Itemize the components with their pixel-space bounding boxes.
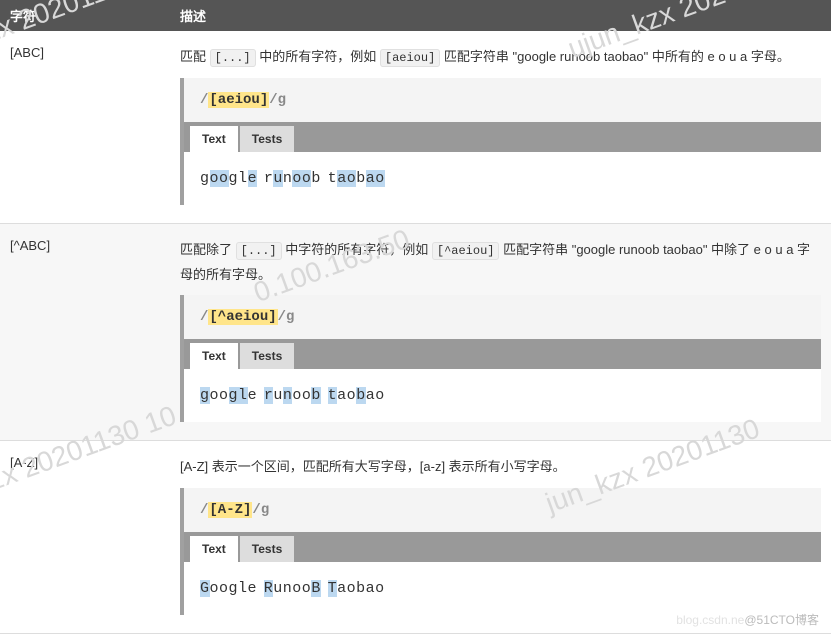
tab-text[interactable]: Text <box>190 126 238 152</box>
regex-reference-table: 字符 描述 [ABC] 匹配 [...] 中的所有字符，例如 [aeiou] 匹配… <box>0 0 831 634</box>
inline-code: [aeiou] <box>380 49 440 67</box>
char-cell: [A-Z] <box>0 441 170 634</box>
test-string: googlerunoobtaobao <box>184 369 821 422</box>
inline-code: [^aeiou] <box>432 242 500 260</box>
attribution-text: @51CTO博客 <box>744 613 819 627</box>
description-text: 匹配 [...] 中的所有字符，例如 [aeiou] 匹配字符串 "google… <box>180 45 821 70</box>
regex-pattern: /[A-Z]/g <box>184 488 821 532</box>
table-row: [A-Z][A-Z] 表示一个区间，匹配所有大写字母，[a-z] 表示所有小写字… <box>0 441 831 634</box>
tab-bar: TextTests <box>184 122 821 152</box>
desc-cell: 匹配除了 [...] 中字符的所有字符，例如 [^aeiou] 匹配字符串 "g… <box>170 223 831 440</box>
regex-demo: /[A-Z]/gTextTestsGoogleRunooBTaobao <box>180 488 821 615</box>
description-text: 匹配除了 [...] 中字符的所有字符，例如 [^aeiou] 匹配字符串 "g… <box>180 238 821 287</box>
regex-pattern: /[aeiou]/g <box>184 78 821 122</box>
char-cell: [^ABC] <box>0 223 170 440</box>
char-cell: [ABC] <box>0 31 170 223</box>
regex-pattern: /[^aeiou]/g <box>184 295 821 339</box>
table-row: [^ABC]匹配除了 [...] 中字符的所有字符，例如 [^aeiou] 匹配… <box>0 223 831 440</box>
inline-code: [...] <box>236 242 282 260</box>
inline-code: [...] <box>210 49 256 67</box>
table-row: [ABC] 匹配 [...] 中的所有字符，例如 [aeiou] 匹配字符串 "g… <box>0 31 831 223</box>
tab-bar: TextTests <box>184 339 821 369</box>
tab-text[interactable]: Text <box>190 536 238 562</box>
tab-bar: TextTests <box>184 532 821 562</box>
header-desc: 描述 <box>170 0 831 31</box>
header-row: 字符 描述 <box>0 0 831 31</box>
desc-cell: 匹配 [...] 中的所有字符，例如 [aeiou] 匹配字符串 "google… <box>170 31 831 223</box>
header-char: 字符 <box>0 0 170 31</box>
attribution-faint: blog.csdn.ne <box>676 613 744 627</box>
desc-cell: [A-Z] 表示一个区间，匹配所有大写字母，[a-z] 表示所有小写字母。 /[A… <box>170 441 831 634</box>
regex-demo: /[aeiou]/gTextTestsgooglerunoobtaobao <box>180 78 821 205</box>
test-string: googlerunoobtaobao <box>184 152 821 205</box>
tab-text[interactable]: Text <box>190 343 238 369</box>
description-text: [A-Z] 表示一个区间，匹配所有大写字母，[a-z] 表示所有小写字母。 <box>180 455 821 480</box>
test-string: GoogleRunooBTaobao <box>184 562 821 615</box>
regex-demo: /[^aeiou]/gTextTestsgooglerunoobtaobao <box>180 295 821 422</box>
tab-tests[interactable]: Tests <box>240 343 294 369</box>
tab-tests[interactable]: Tests <box>240 126 294 152</box>
tab-tests[interactable]: Tests <box>240 536 294 562</box>
attribution: blog.csdn.ne@51CTO博客 <box>676 611 819 628</box>
